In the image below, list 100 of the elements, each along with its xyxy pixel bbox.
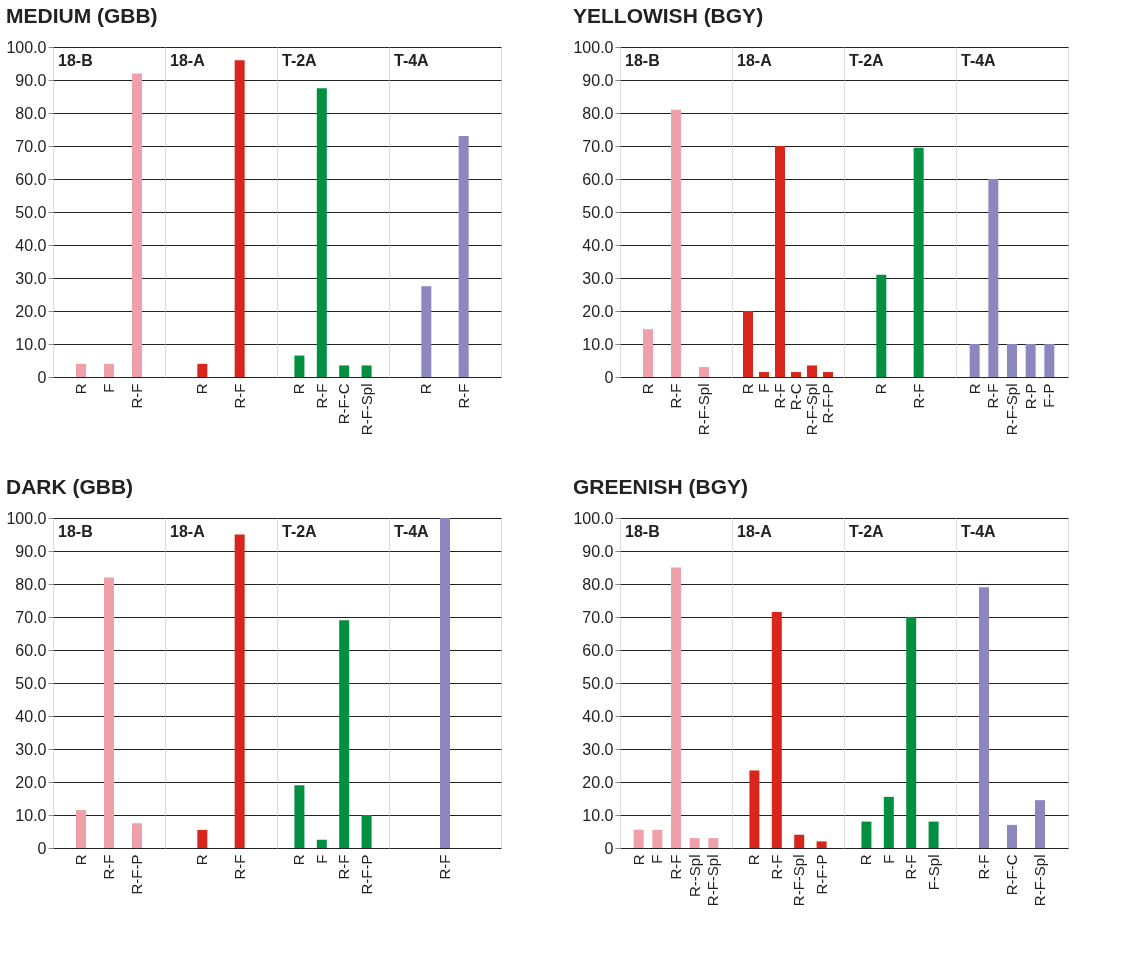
x-tick-label: R (193, 383, 211, 395)
chart-subtitle: 18-B (625, 523, 660, 540)
y-tick-label: 70.0 (15, 608, 47, 626)
y-tick-label: 10.0 (15, 806, 47, 824)
x-tick-label: F-Spl (924, 854, 942, 891)
chart-title: DARK (GBB) (5, 475, 134, 498)
chart-subtitle: 18-B (58, 523, 93, 540)
chart-subtitle: T-2A (849, 523, 885, 540)
bar (708, 838, 719, 848)
bar (807, 365, 817, 377)
chart-subtitle: 18-B (625, 52, 660, 69)
x-tick-label: R--Spl (685, 854, 703, 898)
x-tick-label: F-P (1040, 383, 1058, 408)
bar (743, 311, 753, 377)
y-tick-label: 30.0 (15, 269, 47, 287)
y-tick-label: 0 (604, 839, 614, 857)
x-tick-label: R-F-Spl (704, 854, 722, 907)
y-tick-label: 70.0 (582, 137, 614, 155)
bar (652, 829, 663, 848)
y-tick-label: 30.0 (15, 740, 47, 758)
bar (643, 329, 653, 377)
y-tick-label: 80.0 (15, 104, 47, 122)
x-tick-label: R-F-P (357, 854, 375, 895)
y-tick-label: 20.0 (582, 302, 614, 320)
chart-subtitle: T-4A (961, 523, 997, 540)
y-tick-label: 50.0 (582, 203, 614, 221)
x-tick-label: R-F (909, 383, 927, 409)
y-tick-label: 60.0 (582, 641, 614, 659)
x-tick-label: R-F-Spl (357, 383, 375, 436)
chart-subtitle: T-4A (961, 52, 997, 69)
chart-subtitle: T-4A (394, 52, 430, 69)
bar (749, 770, 760, 848)
x-tick-label: R-F (128, 383, 145, 409)
y-tick-label: 60.0 (582, 170, 614, 188)
y-tick-label: 80.0 (582, 104, 614, 122)
chart-title: MEDIUM (GBB) (5, 4, 158, 27)
x-tick-label: R (745, 854, 763, 866)
x-tick-label: R (639, 383, 656, 395)
x-tick-label: R (872, 383, 890, 395)
x-tick-label: R-F (975, 854, 992, 880)
y-tick-label: 60.0 (15, 170, 47, 188)
bar (823, 372, 833, 377)
x-tick-label: R (965, 383, 983, 395)
bar (132, 823, 142, 848)
y-tick-label: 100.0 (6, 509, 47, 527)
y-tick-label: 20.0 (582, 773, 614, 791)
y-tick-label: 100.0 (6, 38, 47, 56)
y-tick-label: 70.0 (582, 608, 614, 626)
x-tick-label: F (879, 854, 897, 864)
x-tick-label: R-F (335, 854, 353, 880)
x-tick-label: R (290, 854, 308, 866)
x-tick-label: R (193, 854, 211, 866)
bar (671, 109, 681, 377)
x-tick-label: R (72, 854, 89, 866)
x-tick-label: R-F (436, 854, 453, 880)
y-tick-label: 0 (604, 368, 614, 386)
x-tick-label: R-F-Spl (695, 383, 712, 436)
y-tick-label: 30.0 (582, 269, 614, 287)
x-tick-label: F (312, 854, 330, 864)
bar (76, 810, 86, 848)
y-tick-label: 10.0 (582, 806, 614, 824)
x-tick-label: R-F-C (335, 383, 353, 425)
y-tick-label: 0 (37, 368, 47, 386)
y-tick-label: 90.0 (582, 71, 614, 89)
x-tick-label: R (417, 383, 435, 395)
x-tick-label: R-F (454, 383, 472, 409)
x-tick-label: R (629, 854, 647, 866)
x-tick-label: R-F-P (128, 854, 145, 895)
x-tick-label: R-P (1021, 383, 1039, 410)
x-tick-label: R-F-Spl (790, 854, 808, 907)
y-tick-label: 0 (37, 839, 47, 857)
bar (316, 839, 327, 848)
y-tick-label: 100.0 (573, 38, 614, 56)
y-tick-label: 20.0 (15, 773, 47, 791)
y-tick-label: 10.0 (582, 335, 614, 353)
x-tick-label: R-F (771, 383, 788, 409)
x-tick-label: R-F-P (812, 854, 830, 895)
y-tick-label: 80.0 (582, 575, 614, 593)
bar (104, 577, 114, 848)
y-tick-label: 80.0 (15, 575, 47, 593)
chart-subtitle: 18-A (170, 52, 206, 69)
x-tick-label: F (755, 383, 772, 393)
x-tick-label: R-F-P (819, 383, 836, 424)
x-tick-label: R-F (667, 383, 684, 409)
bar (775, 146, 785, 377)
chart-subtitle: 18-A (737, 52, 773, 69)
bar (633, 829, 644, 848)
chart-title: GREENISH (BGY) (572, 475, 748, 498)
y-tick-label: 40.0 (15, 707, 47, 725)
chart-subtitle: T-2A (282, 523, 318, 540)
bar (699, 367, 709, 377)
y-tick-label: 40.0 (15, 236, 47, 254)
y-tick-label: 20.0 (15, 302, 47, 320)
x-tick-label: R-F (100, 854, 117, 880)
y-tick-label: 100.0 (573, 509, 614, 527)
y-tick-label: 60.0 (15, 641, 47, 659)
y-tick-label: 50.0 (15, 674, 47, 692)
x-tick-label: R-F (667, 854, 684, 880)
chart-subtitle: 18-A (737, 523, 773, 540)
y-tick-label: 90.0 (15, 542, 47, 560)
